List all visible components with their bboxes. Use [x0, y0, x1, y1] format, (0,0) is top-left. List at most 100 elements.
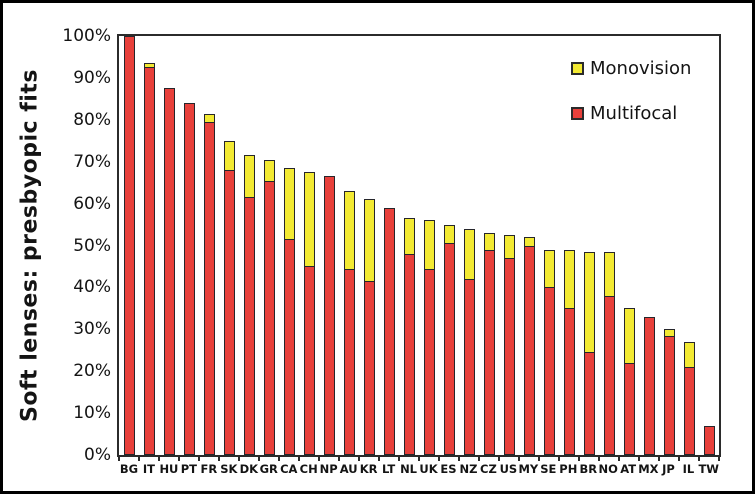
x-tick — [358, 457, 360, 461]
bar-multifocal-LT — [383, 207, 395, 455]
x-tick — [258, 457, 260, 461]
monovision-swatch-icon — [571, 62, 584, 75]
x-category-label-FR: FR — [200, 462, 218, 476]
x-tick — [538, 457, 540, 461]
bar-monovision-NZ — [463, 228, 475, 280]
y-axis-tick-labels: 100% 90% 80% 70% 60% 50% 40% 30% 20% 10% 0% — [3, 3, 111, 491]
bar-multifocal-NL — [403, 253, 415, 455]
x-category-label-SE: SE — [540, 462, 557, 476]
x-tick — [638, 457, 640, 461]
y-tick-label: 40% — [73, 277, 111, 298]
x-category-label-NO: NO — [598, 462, 618, 476]
bar-multifocal-NP — [323, 176, 335, 455]
x-tick — [458, 457, 460, 461]
x-category-label-DK: DK — [239, 462, 259, 476]
bar-multifocal-SK — [223, 170, 235, 455]
legend-item-multifocal: Multifocal — [571, 103, 691, 124]
bar-monovision-NO — [603, 251, 615, 297]
x-category-label-MY: MY — [518, 462, 539, 476]
bar-multifocal-MY — [523, 245, 535, 455]
x-category-label-PT: PT — [180, 462, 198, 476]
x-tick — [438, 457, 440, 461]
x-tick — [138, 457, 140, 461]
x-tick — [618, 457, 620, 461]
bar-multifocal-NO — [603, 295, 615, 455]
bar-multifocal-BG — [123, 36, 135, 455]
bar-multifocal-CH — [303, 266, 315, 455]
x-tick — [518, 457, 520, 461]
x-category-label-JP: JP — [662, 462, 675, 476]
legend-item-monovision: Monovision — [571, 58, 691, 79]
bar-monovision-AT — [623, 308, 635, 364]
x-tick — [398, 457, 400, 461]
x-category-label-IT: IT — [142, 462, 156, 476]
x-category-label-NL: NL — [400, 462, 418, 476]
bar-multifocal-DK — [243, 197, 255, 455]
x-category-label-MX: MX — [638, 462, 659, 476]
bar-multifocal-JP — [663, 335, 675, 455]
bar-multifocal-MX — [643, 316, 655, 455]
x-category-label-CH: CH — [299, 462, 318, 476]
bar-multifocal-PH — [563, 308, 575, 455]
legend-label-monovision: Monovision — [590, 58, 692, 79]
bar-monovision-KR — [363, 199, 375, 283]
x-axis-ticks — [118, 457, 721, 462]
x-tick — [238, 457, 240, 461]
bar-monovision-MY — [523, 237, 535, 247]
x-category-label-TW: TW — [698, 462, 719, 476]
x-tick — [158, 457, 160, 461]
bar-multifocal-AT — [623, 362, 635, 455]
bar-monovision-US — [503, 235, 515, 260]
bar-multifocal-US — [503, 258, 515, 455]
bar-monovision-IL — [683, 341, 695, 368]
x-category-label-AU: AU — [339, 462, 358, 476]
legend-label-multifocal: Multifocal — [590, 103, 678, 124]
bar-monovision-IT — [143, 63, 155, 69]
bar-multifocal-AU — [343, 268, 355, 455]
x-category-label-AT: AT — [620, 462, 637, 476]
bar-multifocal-CZ — [483, 249, 495, 455]
bar-multifocal-UK — [423, 268, 435, 455]
y-tick-label: 20% — [73, 361, 111, 382]
bars-layer — [119, 36, 719, 455]
x-category-label-PH: PH — [559, 462, 578, 476]
x-tick — [678, 457, 680, 461]
bar-multifocal-IT — [143, 67, 155, 455]
x-tick — [558, 457, 560, 461]
x-category-label-SK: SK — [220, 462, 238, 476]
x-tick — [318, 457, 320, 461]
x-category-label-US: US — [499, 462, 518, 476]
x-tick — [418, 457, 420, 461]
bar-monovision-SE — [543, 249, 555, 289]
y-tick-label: 90% — [73, 67, 111, 88]
bar-monovision-DK — [243, 155, 255, 199]
y-tick-label: 10% — [73, 403, 111, 424]
bar-monovision-CH — [303, 172, 315, 268]
x-tick — [478, 457, 480, 461]
x-category-label-NP: NP — [319, 462, 338, 476]
x-tick — [578, 457, 580, 461]
bar-multifocal-NZ — [463, 279, 475, 455]
x-tick — [218, 457, 220, 461]
bar-monovision-UK — [423, 220, 435, 270]
x-tick — [198, 457, 200, 461]
plot-area: Monovision Multifocal — [117, 34, 721, 457]
bar-multifocal-FR — [203, 121, 215, 455]
x-category-label-NZ: NZ — [459, 462, 478, 476]
x-category-label-CA: CA — [280, 462, 298, 476]
x-tick — [118, 457, 120, 461]
bar-monovision-ES — [443, 224, 455, 245]
bar-multifocal-ES — [443, 243, 455, 455]
bar-multifocal-HU — [163, 88, 175, 455]
legend: Monovision Multifocal — [571, 58, 691, 148]
bar-monovision-JP — [663, 329, 675, 337]
x-tick — [718, 457, 720, 461]
bar-monovision-FR — [203, 113, 215, 123]
bar-multifocal-SE — [543, 287, 555, 455]
y-tick-label: 70% — [73, 151, 111, 172]
x-axis-labels: BG IT HU PT FR SK DK GR CA CH NP AU KR LT NL UK ES NZ CZ US… — [119, 462, 719, 478]
bar-monovision-SK — [223, 140, 235, 172]
x-category-label-BR: BR — [579, 462, 598, 476]
bar-multifocal-CA — [283, 239, 295, 455]
bar-monovision-GR — [263, 159, 275, 182]
